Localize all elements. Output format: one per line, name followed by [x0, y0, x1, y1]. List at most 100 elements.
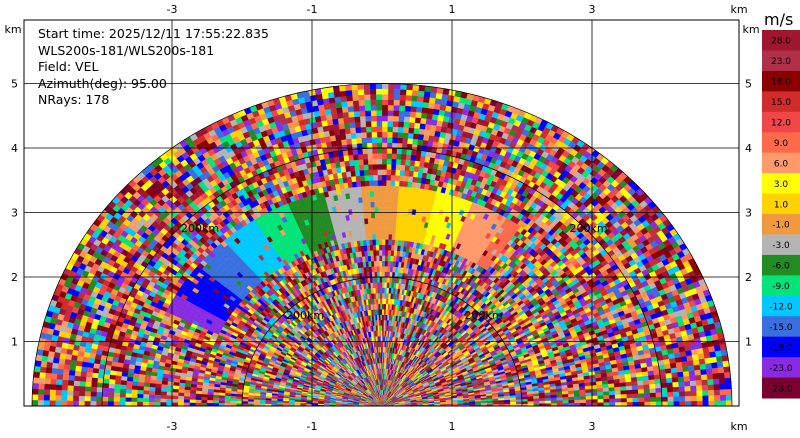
- data-cell: [224, 393, 232, 397]
- data-cell: [373, 260, 377, 267]
- data-cell: [383, 325, 386, 331]
- data-cell: [384, 276, 388, 283]
- data-cell: [527, 398, 534, 402]
- data-cell: [247, 401, 254, 405]
- data-cell: [384, 260, 388, 267]
- data-cell: [224, 395, 231, 399]
- data-cell: [381, 325, 384, 331]
- data-cell: [379, 282, 383, 288]
- data-cell: [385, 298, 389, 305]
- data-cell: [389, 271, 393, 278]
- data-cell: [386, 276, 390, 283]
- data-cell: [539, 397, 546, 402]
- data-cell: [224, 400, 231, 404]
- data-cell: [377, 287, 380, 294]
- data-cell: [230, 398, 237, 402]
- data-cell: [392, 255, 397, 262]
- data-cell: [381, 335, 384, 342]
- data-cell: [389, 260, 394, 267]
- data-cell: [381, 303, 385, 310]
- data-cell: [380, 319, 383, 326]
- data-cell: [533, 398, 540, 402]
- data-cell: [379, 303, 383, 310]
- data-cell: [384, 266, 388, 272]
- data-cell: [376, 276, 380, 283]
- data-cell: [374, 276, 378, 283]
- data-cell: [379, 276, 383, 283]
- data-cell: [381, 319, 384, 326]
- data-cell: [379, 309, 383, 315]
- data-cell: [381, 282, 385, 288]
- data-cell: [539, 400, 546, 404]
- data-cell: [383, 292, 387, 299]
- data-cell: [236, 396, 243, 400]
- data-cell: [383, 319, 386, 326]
- data-cell: [381, 271, 385, 278]
- data-cell: [386, 266, 391, 272]
- data-cell: [521, 401, 528, 404]
- data-cell: [381, 298, 385, 305]
- data-cell: [230, 395, 237, 400]
- data-cell: [259, 399, 266, 403]
- data-cell: [387, 260, 391, 267]
- data-cell: [527, 400, 534, 404]
- data-cell: [384, 271, 388, 278]
- data-cell: [379, 287, 383, 294]
- data-cell: [388, 282, 392, 289]
- data-cell: [379, 292, 383, 299]
- data-cell: [384, 282, 387, 288]
- data-cell: [374, 271, 378, 278]
- data-cell: [384, 287, 387, 294]
- data-cell: [218, 400, 225, 404]
- data-cell: [533, 395, 540, 399]
- data-cell: [386, 271, 390, 278]
- data-cell: [379, 260, 383, 267]
- data-cell: [381, 330, 384, 337]
- data-cell: [236, 401, 243, 404]
- data-cell: [381, 276, 385, 283]
- data-cell: [381, 287, 385, 294]
- data-cell: [381, 292, 385, 299]
- data-cell: [282, 402, 289, 405]
- data-cell: [276, 402, 284, 405]
- data-cell: [390, 255, 394, 262]
- data-cell: [544, 397, 552, 401]
- data-cell: [515, 401, 523, 404]
- data-cell: [294, 401, 301, 404]
- data-cell: [376, 271, 380, 278]
- data-cell: [271, 402, 278, 405]
- data-cell: [386, 287, 389, 294]
- data-cell: [383, 330, 386, 337]
- data-cell: [377, 292, 381, 299]
- data-cell: [510, 399, 517, 402]
- data-cell: [288, 402, 295, 405]
- data-cell: [381, 341, 384, 348]
- data-cell: [381, 309, 385, 315]
- data-cell: [383, 309, 386, 315]
- data-cell: [533, 400, 540, 404]
- data-cell: [385, 293, 389, 299]
- data-cell: [218, 397, 225, 402]
- data-cell: [265, 402, 272, 405]
- data-cell: [381, 266, 385, 272]
- data-cell: [381, 260, 385, 267]
- data-cell: [377, 282, 380, 288]
- data-cell: [373, 255, 377, 262]
- data-cell: [230, 400, 237, 404]
- velocity-field: [31, 83, 733, 407]
- data-cell: [373, 266, 378, 272]
- data-cell: [259, 401, 266, 405]
- data-cell: [381, 314, 384, 321]
- data-cell: [381, 346, 384, 353]
- data-cell: [381, 255, 386, 262]
- data-cell: [379, 298, 383, 305]
- data-cell: [545, 400, 552, 404]
- data-cell: [236, 398, 243, 402]
- data-cell: [385, 303, 389, 310]
- data-cell: [388, 277, 393, 283]
- data-cell: [383, 298, 387, 305]
- data-cell: [379, 271, 383, 278]
- data-cell: [247, 397, 255, 400]
- data-cell: [384, 255, 388, 262]
